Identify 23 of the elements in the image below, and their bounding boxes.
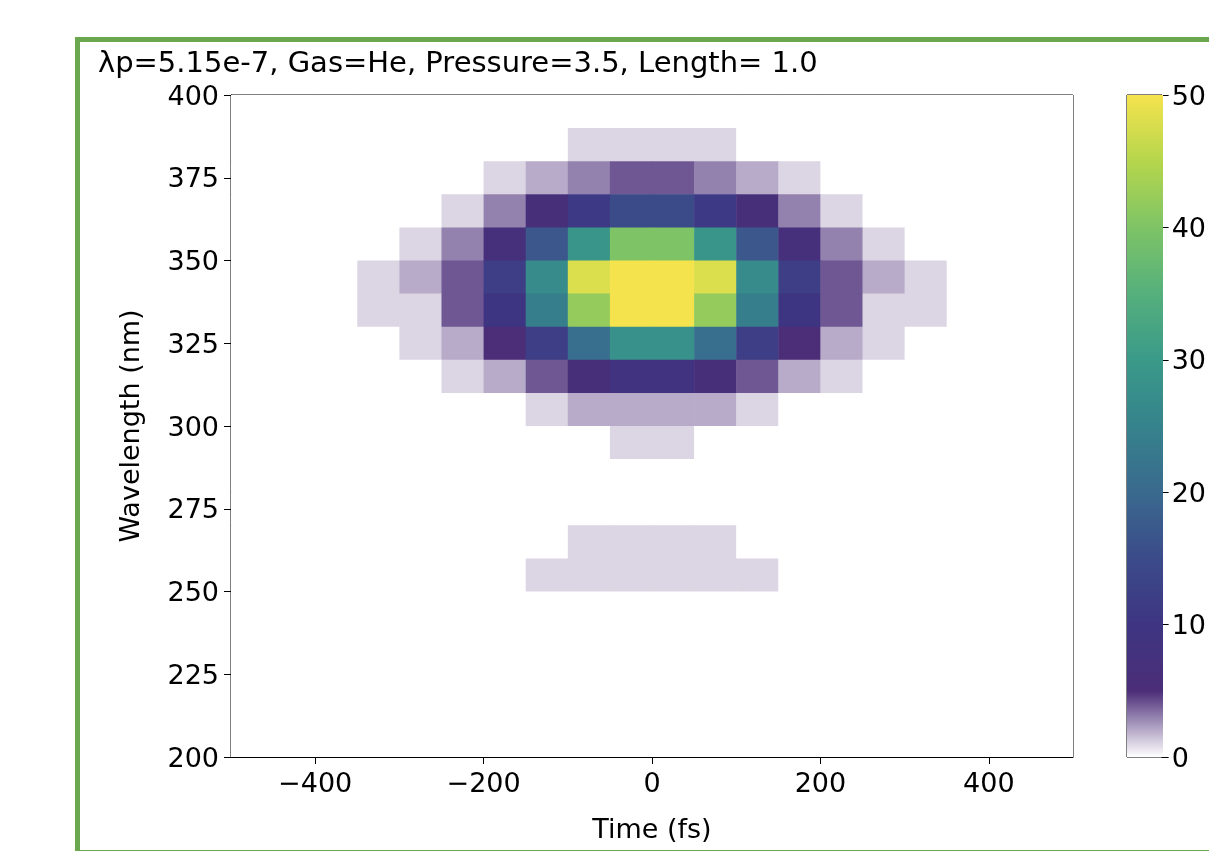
y-tick-label: 325 [167, 327, 219, 359]
y-axis-title: Wavelength (nm) [114, 309, 145, 543]
y-tick-label: 400 [167, 79, 219, 111]
color-bar-label: 10 [1171, 609, 1206, 641]
color-bar-label: 30 [1171, 344, 1206, 376]
chart-title: λp=5.15e-7, Gas=He, Pressure=3.5, Length= 1.0 [98, 44, 818, 79]
y-tick-label: 300 [167, 410, 219, 442]
y-tick-label: 250 [167, 576, 219, 607]
x-tick-label: 200 [794, 767, 847, 798]
y-tick-label: 350 [167, 245, 219, 276]
color-bar-label: 40 [1171, 211, 1206, 243]
x-axis-title: Time (fs) [591, 813, 712, 844]
x-tick-label: 0 [643, 767, 661, 798]
y-tick-label: 200 [167, 741, 219, 773]
color-bar-label: 50 [1171, 79, 1206, 111]
color-bar-label: 0 [1171, 741, 1189, 773]
y-tick-label: 375 [167, 162, 219, 194]
y-tick-label: 275 [167, 493, 219, 525]
color-bar-label: 20 [1171, 476, 1206, 508]
x-tick-label: −400 [278, 767, 353, 798]
x-tick-label: 400 [963, 767, 1015, 798]
y-tick-label: 225 [167, 658, 219, 690]
x-tick-label: −200 [446, 767, 521, 798]
